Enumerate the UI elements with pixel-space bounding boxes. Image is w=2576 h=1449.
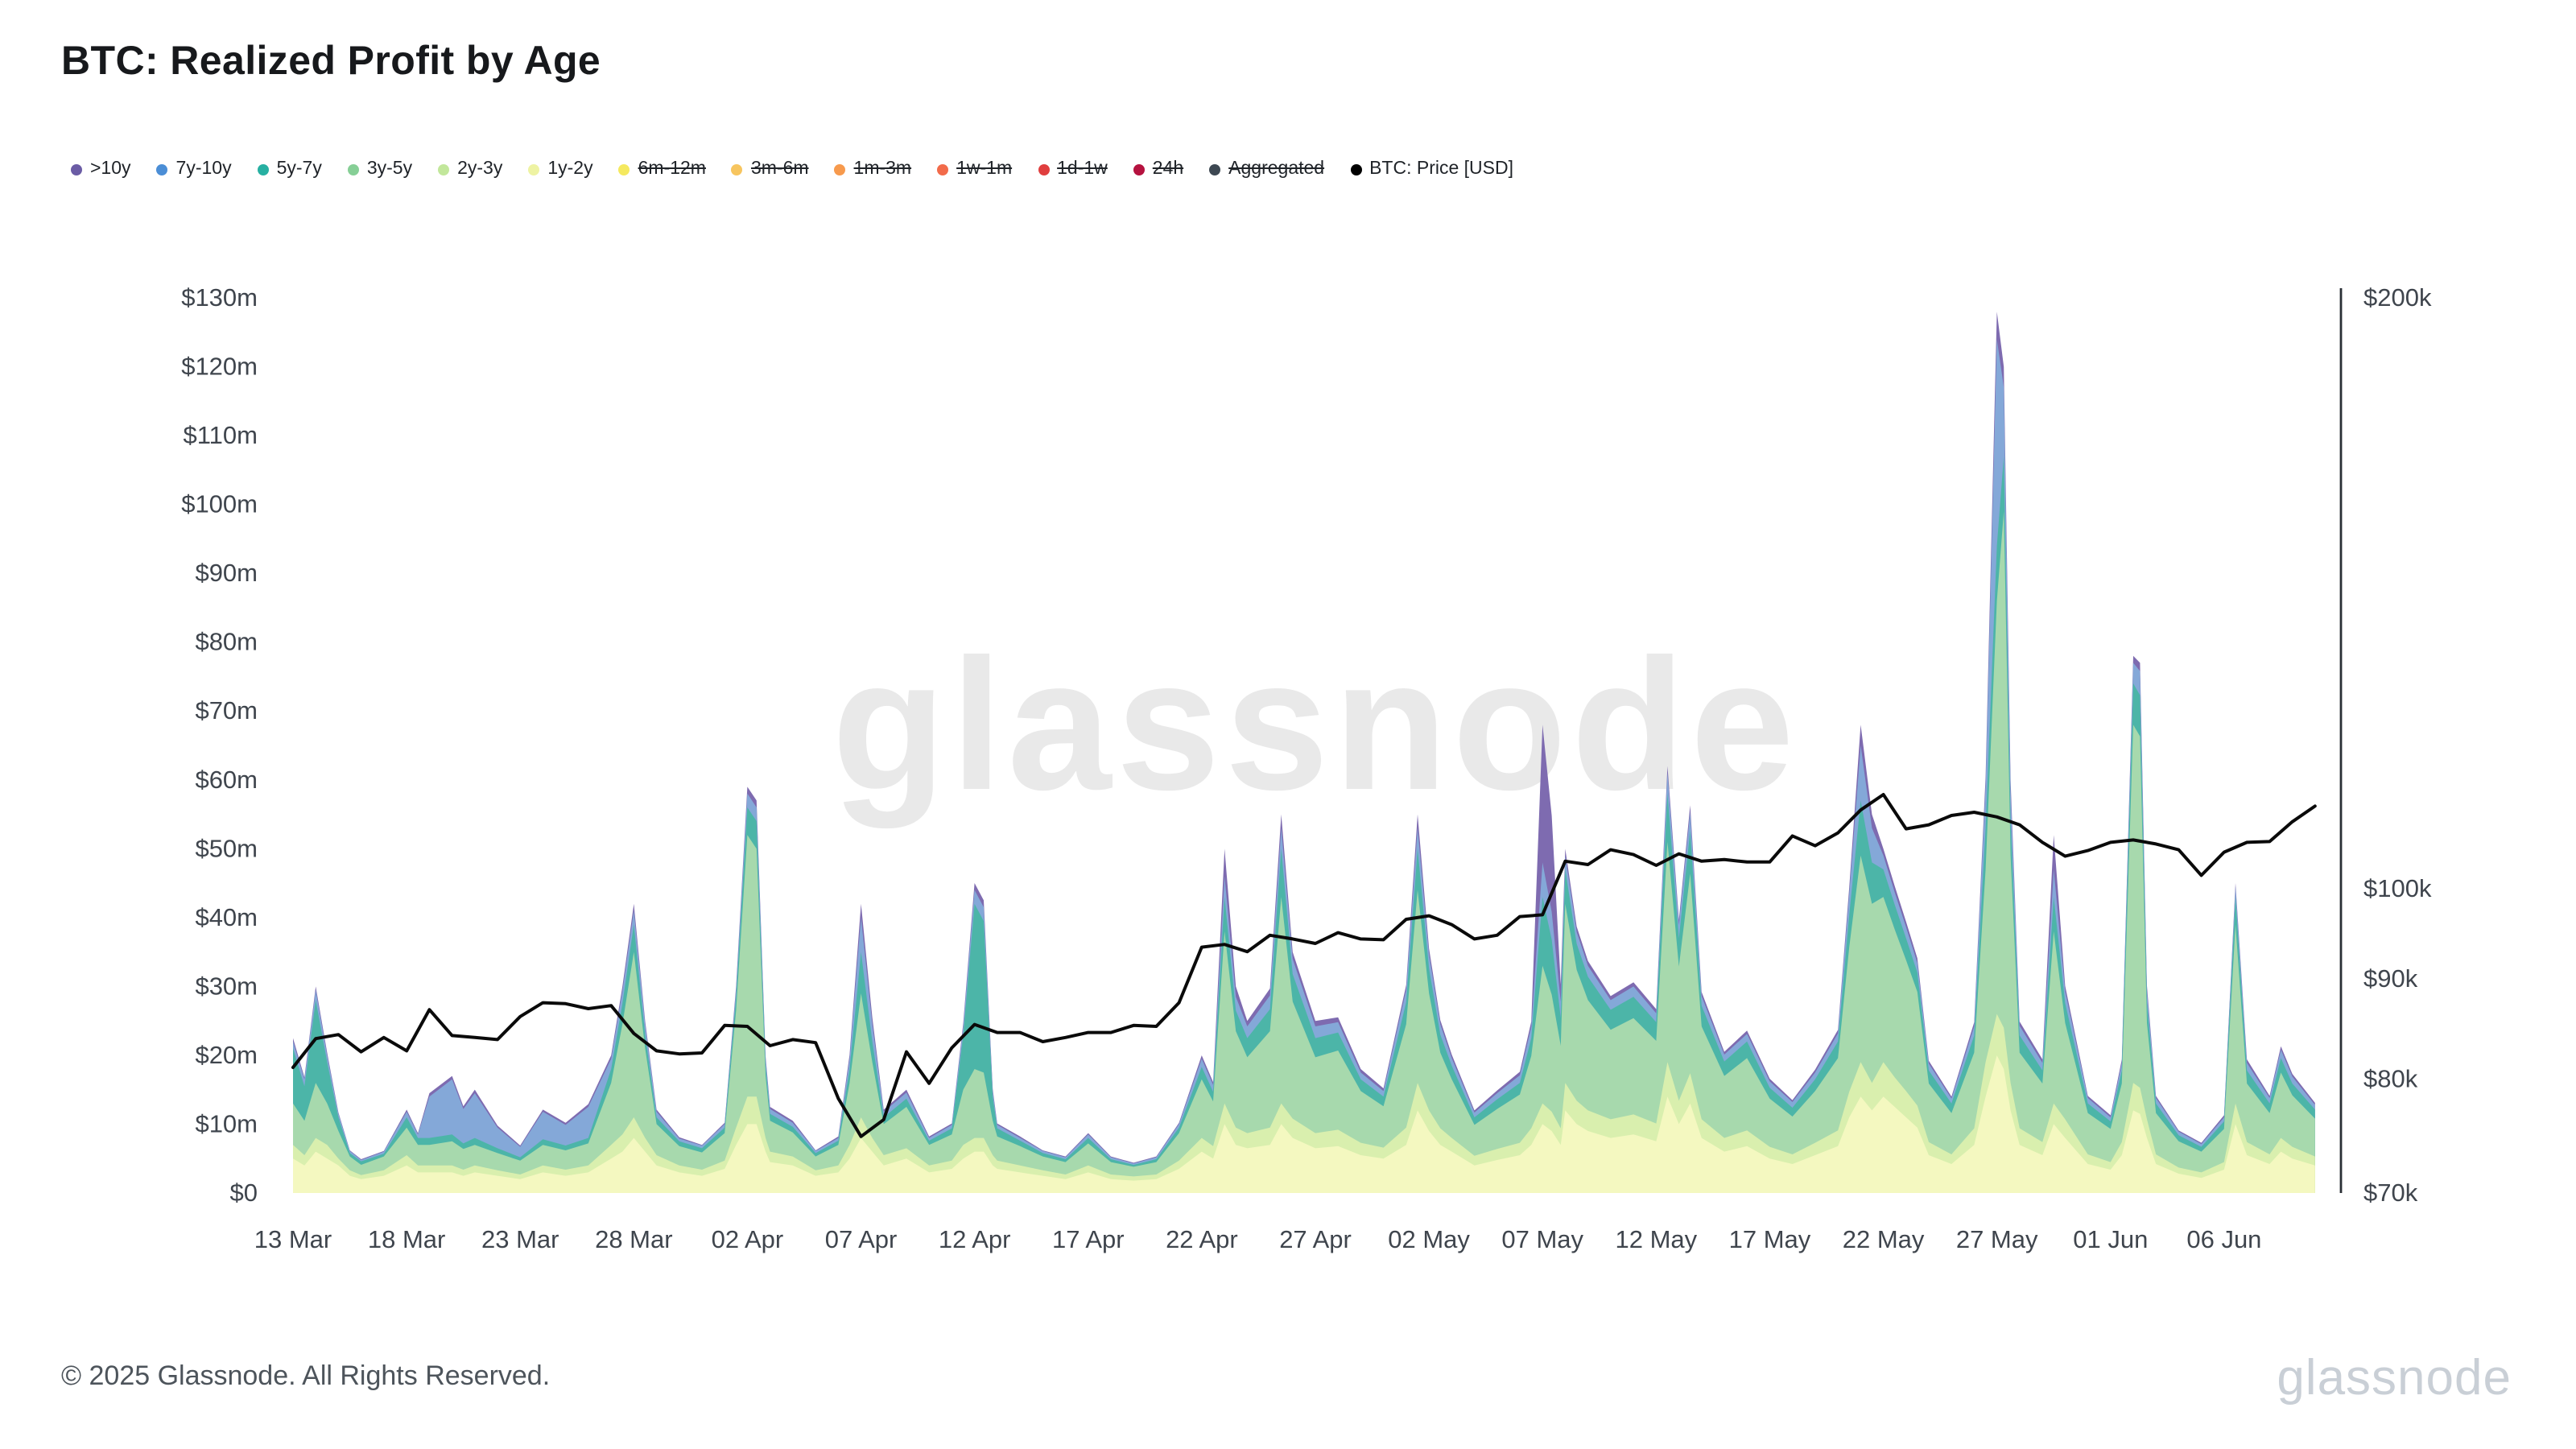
- y-left-tick-label: $120m: [181, 353, 258, 381]
- legend-dot-icon: [731, 163, 743, 175]
- legend-item-7y-10y[interactable]: 7y-10y: [156, 159, 232, 179]
- legend-label: 3m-6m: [750, 159, 809, 179]
- x-tick-label: 23 Mar: [481, 1225, 559, 1253]
- legend-label: 24h: [1152, 159, 1184, 179]
- legend-dot-icon: [156, 163, 168, 175]
- footer-copyright: © 2025 Glassnode. All Rights Reserved.: [61, 1360, 551, 1391]
- y-left-tick-label: $20m: [195, 1041, 258, 1069]
- x-tick-label: 07 Apr: [825, 1225, 898, 1253]
- legend-label: 5y-7y: [276, 159, 322, 179]
- legend-item-1w-1m[interactable]: 1w-1m: [937, 159, 1012, 179]
- legend-item-1y-2y[interactable]: 1y-2y: [528, 159, 593, 179]
- legend-dot-icon: [834, 163, 846, 175]
- y-right-tick-label: $70k: [2363, 1179, 2418, 1207]
- legend-label: 1y-2y: [547, 159, 593, 179]
- legend-label: 2y-3y: [457, 159, 503, 179]
- x-tick-label: 22 Apr: [1166, 1225, 1238, 1253]
- x-tick-label: 12 Apr: [939, 1225, 1011, 1253]
- legend-label: 6m-12m: [638, 159, 706, 179]
- area-band-3y-5y: [293, 511, 2315, 1193]
- x-tick-label: 13 Mar: [254, 1225, 332, 1253]
- legend-dot-icon: [528, 163, 540, 175]
- x-tick-label: 07 May: [1501, 1225, 1583, 1253]
- legend-dot-icon: [1209, 163, 1221, 175]
- x-tick-label: 17 May: [1729, 1225, 1811, 1253]
- y-left-tick-label: $0: [230, 1179, 258, 1207]
- legend-item-1m-3m[interactable]: 1m-3m: [834, 159, 912, 179]
- y-right-tick-label: $100k: [2363, 874, 2432, 902]
- x-tick-label: 27 Apr: [1279, 1225, 1352, 1253]
- y-left-tick-label: $30m: [195, 972, 258, 1000]
- x-tick-label: 12 May: [1615, 1225, 1697, 1253]
- y-left-tick-label: $70m: [195, 696, 258, 724]
- legend-dot-icon: [257, 163, 269, 175]
- legend-dot-icon: [937, 163, 949, 175]
- area-band-2y-3y: [293, 1013, 2315, 1193]
- legend-item-24h[interactable]: 24h: [1133, 159, 1183, 179]
- watermark: glassnode: [832, 620, 1799, 829]
- chart-legend: >10y 7y-10y 5y-7y 3y-5y 2y-3y 1y-2y 6m-12m 3m-6…: [71, 159, 1513, 179]
- legend-dot-icon: [1350, 163, 1362, 175]
- y-right-tick-label: $80k: [2363, 1065, 2418, 1093]
- btc-price-line: [291, 793, 2317, 1138]
- legend-label: 3y-5y: [366, 159, 413, 179]
- y-left-tick-label: $110m: [184, 421, 258, 449]
- y-left-tick-label: $130m: [181, 283, 258, 312]
- legend-label: 1d-1w: [1057, 159, 1108, 179]
- y-left-tick-label: $10m: [195, 1109, 258, 1137]
- area-band-1y-2y: [293, 1055, 2315, 1193]
- legend-label: 1w-1m: [956, 159, 1013, 179]
- y-left-tick-label: $40m: [195, 903, 258, 931]
- x-tick-label: 18 Mar: [368, 1225, 445, 1253]
- x-tick-label: 02 May: [1388, 1225, 1470, 1253]
- legend-label: 7y-10y: [175, 159, 232, 179]
- legend-item-3m-6m[interactable]: 3m-6m: [731, 159, 809, 179]
- x-tick-label: 01 Jun: [2073, 1225, 2148, 1253]
- x-tick-label: 28 Mar: [595, 1225, 672, 1253]
- legend-label: Aggregated: [1228, 159, 1325, 179]
- legend-item-3y-5y[interactable]: 3y-5y: [347, 159, 413, 179]
- legend-item-btc-price-usd[interactable]: BTC: Price [USD]: [1350, 159, 1513, 179]
- y-left-tick-label: $80m: [195, 628, 258, 656]
- y-right-tick-label: $90k: [2363, 964, 2418, 993]
- x-tick-label: 22 May: [1843, 1225, 1925, 1253]
- x-tick-label: 02 Apr: [712, 1225, 784, 1253]
- glassnode-logo: glassnode: [2277, 1349, 2512, 1406]
- legend-item-2y-3y[interactable]: 2y-3y: [438, 159, 502, 179]
- x-tick-label: 27 May: [1956, 1225, 2038, 1253]
- legend-dot-icon: [618, 163, 630, 175]
- x-tick-label: 17 Apr: [1052, 1225, 1125, 1253]
- legend-label: 1m-3m: [853, 159, 912, 179]
- legend-item-5y-7y[interactable]: 5y-7y: [257, 159, 322, 179]
- legend-dot-icon: [1038, 163, 1050, 175]
- legend-dot-icon: [1133, 163, 1145, 175]
- legend-dot-icon: [347, 163, 359, 175]
- y-right-tick-label: $200k: [2363, 283, 2432, 312]
- y-left-tick-label: $90m: [195, 559, 258, 587]
- legend-item-1d-1w[interactable]: 1d-1w: [1038, 159, 1108, 179]
- x-tick-label: 06 Jun: [2186, 1225, 2261, 1253]
- legend-item-10y[interactable]: >10y: [71, 159, 131, 179]
- legend-dot-icon: [438, 163, 450, 175]
- page-title: BTC: Realized Profit by Age: [61, 39, 601, 84]
- legend-label: BTC: Price [USD]: [1369, 159, 1514, 179]
- y-left-tick-label: $50m: [195, 834, 258, 862]
- y-left-tick-label: $100m: [181, 490, 258, 518]
- legend-label: >10y: [90, 159, 131, 179]
- y-left-tick-label: $60m: [195, 766, 258, 794]
- legend-dot-icon: [71, 163, 82, 175]
- legend-item-aggregated[interactable]: Aggregated: [1209, 159, 1324, 179]
- legend-item-6m-12m[interactable]: 6m-12m: [618, 159, 706, 179]
